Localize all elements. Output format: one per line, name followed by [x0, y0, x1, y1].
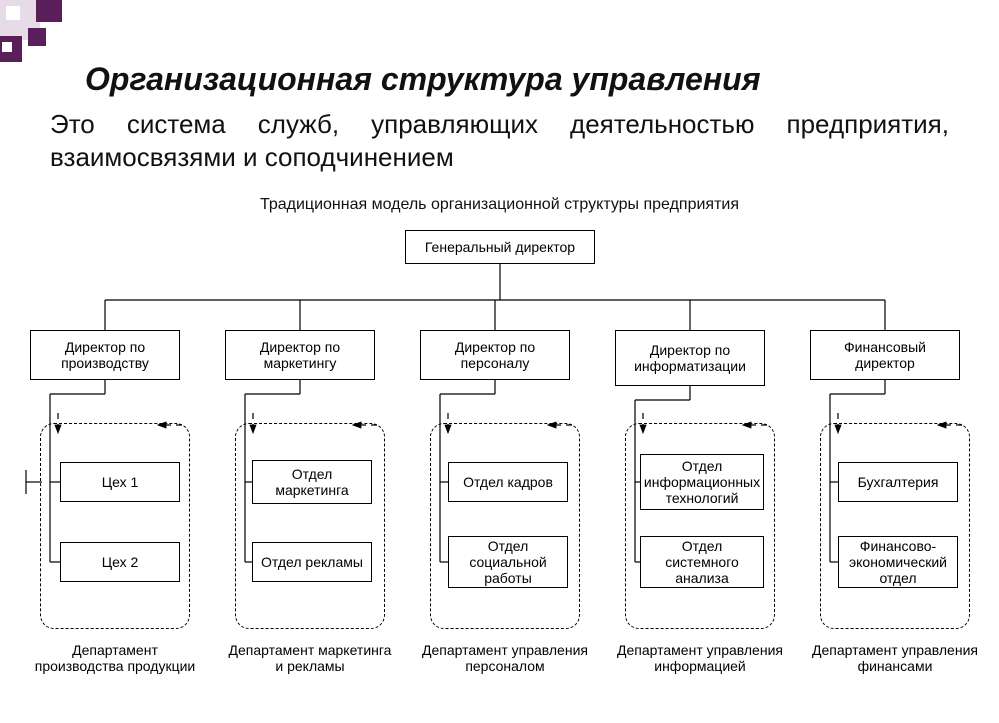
node-sub-2-1: Отдел социальной работы [448, 536, 568, 588]
node-sub-0-0: Цех 1 [60, 462, 180, 502]
node-director-0: Директор по производству [30, 330, 180, 380]
dept-label-4: Департамент управления финансами [810, 642, 980, 674]
node-sub-0-1: Цех 2 [60, 542, 180, 582]
node-director-3: Директор по информатизации [615, 330, 765, 386]
page-subtitle: Это система служб, управляющих деятельно… [50, 108, 949, 173]
page-title: Организационная структура управления [85, 61, 761, 98]
dashed-group-1 [235, 423, 385, 629]
deco-square [28, 28, 46, 46]
dept-label-2: Департамент управления персоналом [420, 642, 590, 674]
node-sub-1-0: Отдел маркетинга [252, 460, 372, 504]
dashed-group-0 [40, 423, 190, 629]
node-sub-4-1: Финансово-экономический отдел [838, 536, 958, 588]
dept-label-1: Департамент маркетинга и рекламы [225, 642, 395, 674]
node-root: Генеральный директор [405, 230, 595, 264]
dept-label-0: Департамент производства продукции [30, 642, 200, 674]
node-sub-3-1: Отдел системного анализа [640, 536, 764, 588]
dashed-group-4 [820, 423, 970, 629]
node-sub-2-0: Отдел кадров [448, 462, 568, 502]
node-sub-1-1: Отдел рекламы [252, 542, 372, 582]
dashed-group-2 [430, 423, 580, 629]
deco-square [2, 42, 12, 52]
deco-square [36, 0, 62, 22]
deco-square [6, 6, 20, 20]
node-director-4: Финансовый директор [810, 330, 960, 380]
node-director-2: Директор по персоналу [420, 330, 570, 380]
chart-title: Традиционная модель организационной стру… [0, 196, 999, 214]
node-sub-4-0: Бухгалтерия [838, 462, 958, 502]
dept-label-3: Департамент управления информацией [615, 642, 785, 674]
org-chart: Традиционная модель организационной стру… [0, 190, 999, 723]
node-sub-3-0: Отдел информационных технологий [640, 454, 764, 510]
node-director-1: Директор по маркетингу [225, 330, 375, 380]
